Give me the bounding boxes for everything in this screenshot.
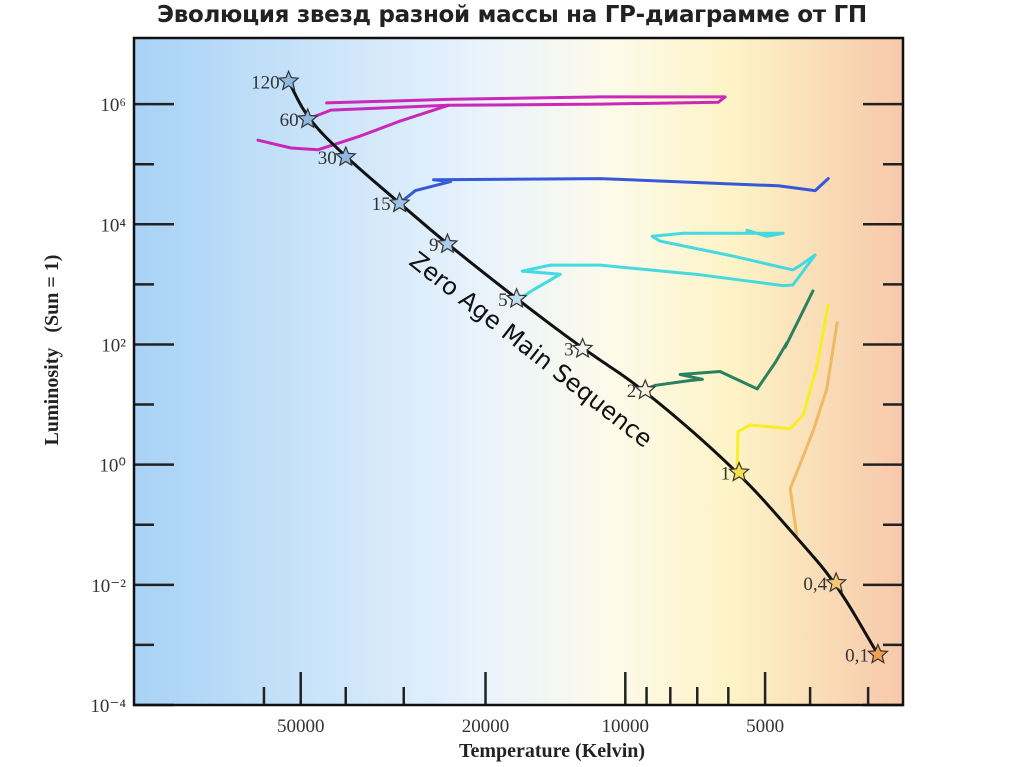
star-marker-2 [334, 145, 357, 167]
star-marker-0 [277, 69, 300, 91]
star-mass-label: 120 [251, 72, 280, 93]
star-marker-1 [296, 107, 319, 129]
zams-curve [287, 80, 880, 656]
axis-ticks: 10⁶ 10⁴ 10² 10⁰ 10⁻² 10⁻⁴ 50000 20000 10000 5000 [90, 95, 903, 737]
x-axis-title: Temperature (Kelvin) [459, 740, 645, 762]
star-marker-6 [571, 337, 594, 359]
star-marker-5 [505, 287, 528, 309]
plot-frame [132, 36, 905, 707]
star-mass-label: 3 [564, 340, 574, 361]
y-tick-label: 10⁶ [100, 95, 126, 116]
x-tick-label: 50000 [277, 716, 325, 737]
track-line-5 [735, 303, 830, 476]
star-marker-4 [436, 232, 459, 254]
y-tick-label: 10⁰ [99, 456, 126, 477]
y-axis-title: Luminosity (Sun = 1) [41, 255, 63, 446]
x-tick-label: 20000 [462, 716, 510, 737]
star-mass-label: 0,4 [803, 574, 827, 595]
track-line-0 [306, 95, 727, 121]
star-mass-label: 60 [280, 110, 299, 131]
track-line-3 [516, 228, 817, 302]
star-marker-10 [866, 642, 889, 664]
y-tick-label: 10⁻⁴ [90, 696, 126, 717]
star-marker-7 [634, 378, 657, 400]
x-tick-label: 10000 [602, 716, 650, 737]
star-mass-label: 15 [372, 194, 391, 215]
track-line-1 [256, 103, 450, 152]
star-marker-9 [825, 571, 848, 593]
star-marker-3 [388, 191, 411, 213]
y-tick-label: 10² [101, 335, 126, 356]
x-tick-label: 5000 [746, 716, 784, 737]
y-tick-label: 10⁻² [91, 576, 126, 597]
track-line-2 [398, 177, 830, 205]
track-line-4 [641, 289, 815, 392]
star-mass-label: 2 [627, 381, 637, 402]
track-line-6 [788, 321, 839, 540]
star-mass-label: 1 [721, 463, 731, 484]
y-tick-label: 10⁴ [100, 215, 126, 236]
star-mass-label: 30 [318, 148, 337, 169]
chart-title: Эволюция звезд разной массы на ГР-диагра… [157, 2, 867, 28]
plot-background [134, 38, 903, 705]
star-mass-label: 9 [429, 235, 439, 256]
star-marker-8 [728, 460, 751, 482]
evolution-tracks [256, 95, 839, 540]
star-mass-label: 0,1 [845, 646, 869, 667]
star-mass-label: 5 [498, 290, 508, 311]
